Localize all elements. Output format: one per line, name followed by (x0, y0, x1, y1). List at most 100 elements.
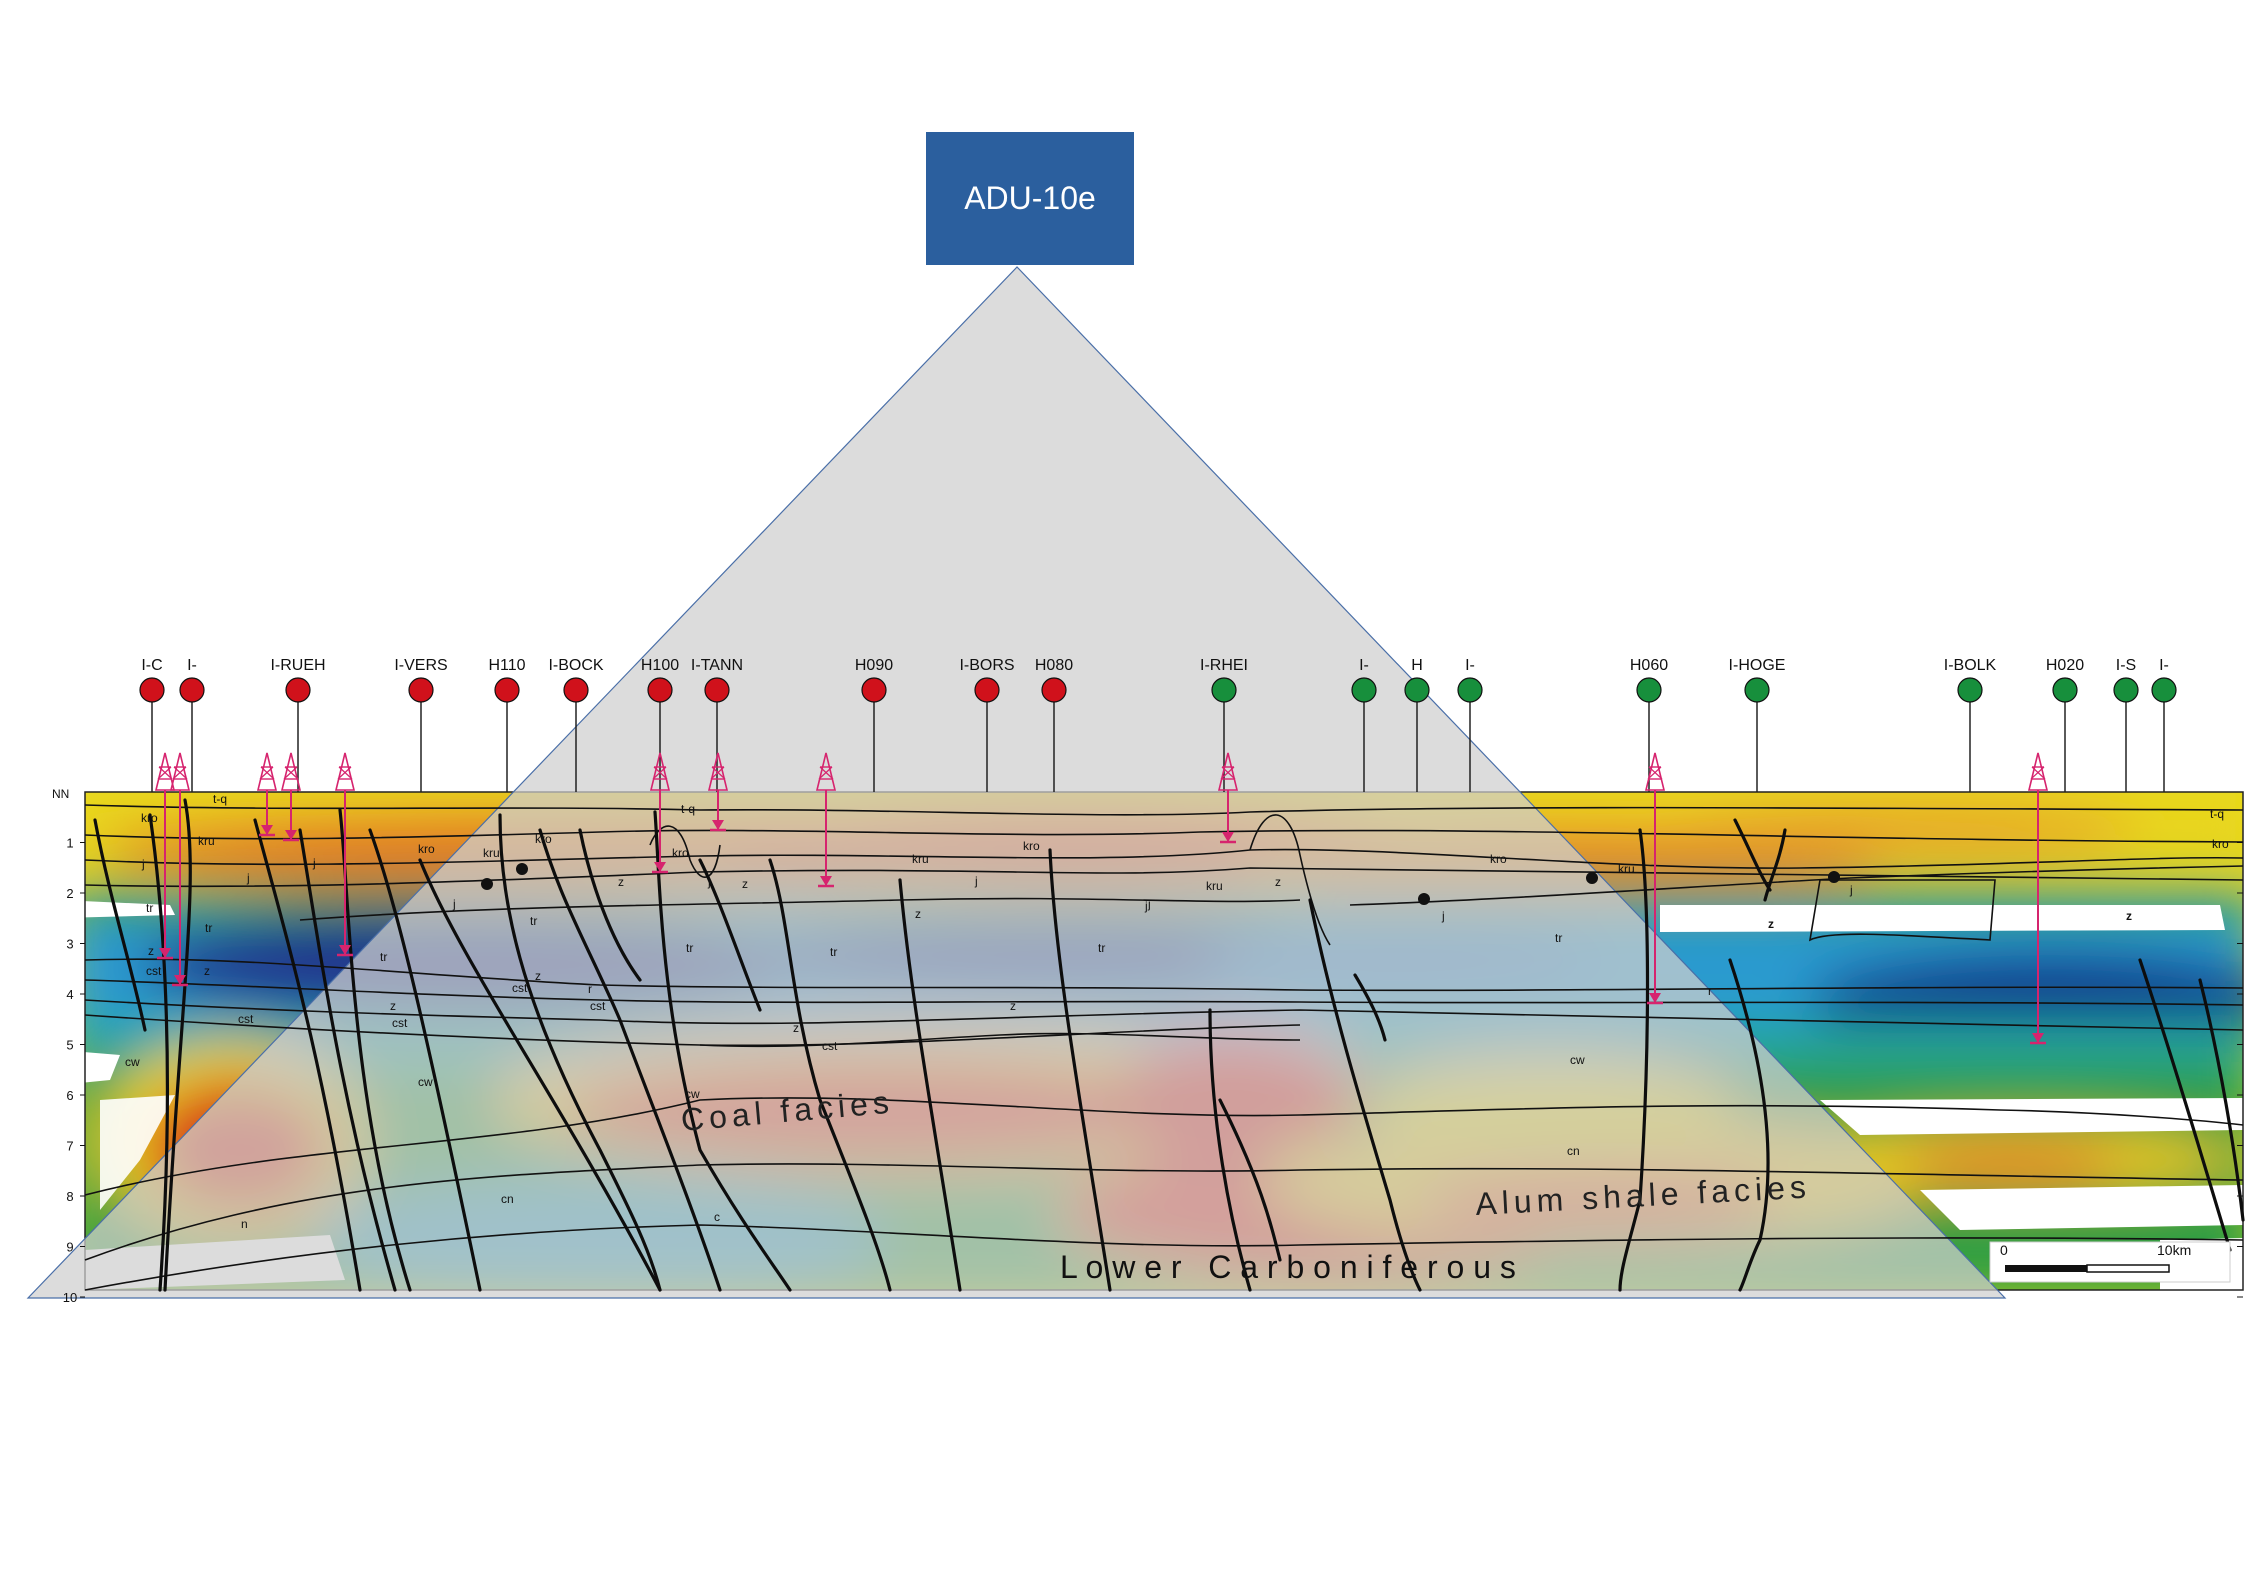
formation-label: r (1708, 984, 1712, 998)
well-marker: H110 (488, 657, 526, 792)
formation-label: tr (686, 941, 693, 955)
formation-label: tr (380, 950, 387, 964)
formation-label: kro (418, 842, 435, 856)
formation-label: t-q (213, 792, 227, 806)
formation-label: z (793, 1021, 799, 1035)
formation-label: z (618, 875, 624, 889)
well-label: I-HOGE (1729, 657, 1786, 674)
well-marker: I-HOGE (1729, 657, 1786, 792)
formation-label: tr (530, 914, 537, 928)
well-label: I- (187, 657, 197, 674)
formation-label: j (452, 897, 456, 911)
rig-markers-layer (154, 752, 2049, 1045)
well-label: I-VERS (394, 657, 447, 674)
depth-tick-label: 8 (66, 1189, 73, 1204)
well-circle (2052, 677, 2078, 703)
well-marker: I-RUEH (270, 657, 326, 792)
well-marker: I-BOLK (1944, 657, 1997, 792)
title-text: ADU-10e (964, 180, 1096, 216)
formation-label: kro (672, 846, 689, 860)
depth-arrow-head (339, 945, 351, 955)
formation-labels: kro t-q kru j j j tr tr z cst z cst cw k… (125, 792, 2229, 1231)
wells-layer: I-C I- I-RUEH I-VERS H110 I-BOCK H100 I-TANN H09… (139, 657, 2177, 792)
depth-arrow-head (1222, 832, 1234, 842)
well-circle (179, 677, 205, 703)
formation-label: kro (2212, 837, 2229, 851)
formation-label: z (1275, 875, 1281, 889)
depth-tick-label: 1 (66, 836, 73, 851)
well-circle (563, 677, 589, 703)
rig-marker (1644, 752, 1666, 1005)
well-label: I-BOLK (1944, 657, 1997, 674)
well-marker: H100 (641, 657, 679, 792)
depth-tick-label: 5 (66, 1038, 73, 1053)
formation-label: kro (535, 832, 552, 846)
formation-label: cw (125, 1055, 140, 1069)
well-circle (494, 677, 520, 703)
formation-label: j (246, 871, 250, 885)
depth-arrow-head (159, 948, 171, 958)
formation-label: kro (141, 811, 158, 825)
well-marker: I-RHEI (1200, 657, 1248, 792)
formation-label: j (1144, 899, 1148, 913)
formation-label: cst (822, 1039, 838, 1053)
formation-label: tr (1555, 931, 1562, 945)
formation-label: j (1147, 897, 1151, 911)
depth-arrow-head (712, 820, 724, 830)
formation-label: j (141, 857, 145, 871)
depth-arrow-head (261, 825, 273, 835)
well-marker: I- (2151, 657, 2177, 792)
well-marker: H090 (855, 657, 893, 792)
well-label: I-BORS (959, 657, 1014, 674)
depth-tick-label: 10 (63, 1290, 77, 1305)
formation-label: tr (146, 901, 153, 915)
formation-label: kru (912, 852, 929, 866)
depth-arrow-head (174, 975, 186, 985)
formation-label: t-q (2210, 807, 2224, 821)
depth-axis-top-label: NN (52, 787, 69, 801)
formation-label: j (1441, 909, 1445, 923)
fault-lines (93, 798, 2245, 1292)
formation-label: cst (238, 1012, 254, 1026)
formation-label: cn (501, 1192, 514, 1206)
formation-label: cst (590, 999, 606, 1013)
derrick (2027, 752, 2049, 791)
formation-label: tr (830, 945, 837, 959)
well-label: H020 (2046, 657, 2084, 674)
well-label: I-C (141, 657, 162, 674)
depth-arrow-head (654, 862, 666, 872)
well-marker: I- (179, 657, 205, 792)
well-label: I- (1359, 657, 1369, 674)
well-marker: H060 (1630, 657, 1668, 792)
well-circle (974, 677, 1000, 703)
formation-label: tr (205, 921, 212, 935)
well-circle (2151, 677, 2177, 703)
well-marker: I-TANN (691, 657, 743, 792)
well-circle (1636, 677, 1662, 703)
well-circle (647, 677, 673, 703)
rig-marker (1217, 752, 1239, 844)
scale-bar: 0 10km (1989, 1241, 2231, 1283)
formation-label: cst (392, 1016, 408, 1030)
formation-label: z (1768, 917, 1774, 931)
contact-dot (516, 863, 528, 875)
well-circle (2113, 677, 2139, 703)
depth-tick-label: 9 (66, 1240, 73, 1255)
well-circle (1744, 677, 1770, 703)
formation-label: n (241, 1217, 248, 1231)
well-label: I-BOCK (548, 657, 603, 674)
contact-dot (1418, 893, 1430, 905)
well-circle (704, 677, 730, 703)
formation-label: kru (198, 834, 215, 848)
rig-marker (815, 752, 837, 888)
formation-label: r (588, 982, 592, 996)
formation-label: kro (1023, 839, 1040, 853)
formation-label: j (312, 856, 316, 870)
well-marker: I-S (2113, 657, 2139, 792)
well-label: I-RUEH (270, 657, 325, 674)
well-marker: H020 (2046, 657, 2084, 792)
depth-tick-label: 6 (66, 1088, 73, 1103)
depth-arrow-head (2032, 1033, 2044, 1043)
well-circle (1211, 677, 1237, 703)
well-label: I-S (2116, 657, 2136, 674)
